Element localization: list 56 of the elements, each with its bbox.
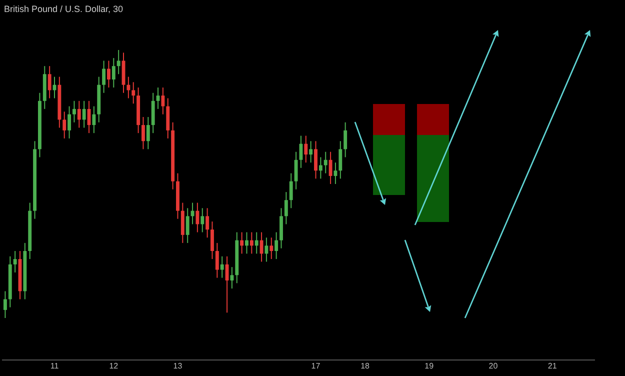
candlestick [48, 66, 52, 99]
candlestick [196, 202, 200, 233]
candlestick [289, 172, 293, 209]
x-tick-label: 13 [173, 362, 183, 371]
x-tick-label: 12 [109, 362, 119, 371]
candlestick [68, 106, 72, 139]
candlestick [146, 116, 150, 150]
candlestick [215, 242, 219, 278]
candlestick [106, 60, 110, 88]
x-tick-label: 20 [488, 362, 498, 371]
candlestick [334, 162, 338, 184]
candlestick [318, 156, 322, 180]
candlestick [344, 122, 348, 158]
candlestick [299, 135, 303, 168]
candlestick [13, 250, 17, 273]
candlestick [206, 208, 210, 238]
candlestick [260, 232, 264, 262]
candlestick [92, 106, 96, 134]
candlestick [338, 140, 342, 180]
candlestick [304, 135, 308, 164]
candlestick [72, 100, 76, 123]
candlestick [294, 151, 298, 190]
x-tick-label: 17 [311, 362, 321, 371]
candlestick [284, 192, 288, 225]
candlestick [220, 256, 224, 278]
candlestick [274, 232, 278, 260]
candlestick [132, 82, 136, 104]
candlestick [210, 221, 214, 260]
chart-title: British Pound / U.S. Dollar, 30 [4, 4, 124, 14]
candlestick [116, 50, 120, 75]
candlestick [200, 208, 204, 233]
candlestick [270, 237, 274, 260]
candlestick [264, 237, 268, 262]
candlestick [254, 232, 258, 254]
candlestick [230, 266, 234, 290]
candlestick [250, 232, 254, 254]
candlestick [142, 116, 145, 150]
candlestick [186, 208, 190, 244]
x-tick-label: 19 [424, 362, 434, 371]
candlestick [102, 60, 106, 94]
candlestick [77, 100, 81, 128]
candlestick [314, 140, 318, 180]
candlestick [82, 100, 86, 128]
candlestick [240, 232, 244, 254]
candlestick [328, 151, 332, 184]
x-tick-label: 11 [50, 362, 60, 371]
x-tick-label: 18 [360, 362, 370, 371]
candlestick [324, 151, 328, 174]
candlestick [62, 111, 66, 139]
candlestick [161, 87, 165, 115]
candlestick [112, 58, 116, 88]
candlestick [3, 290, 7, 318]
candlestick [126, 76, 130, 99]
candlestick [245, 232, 248, 254]
x-tick-label: 21 [548, 362, 558, 371]
candlestick [309, 140, 313, 164]
